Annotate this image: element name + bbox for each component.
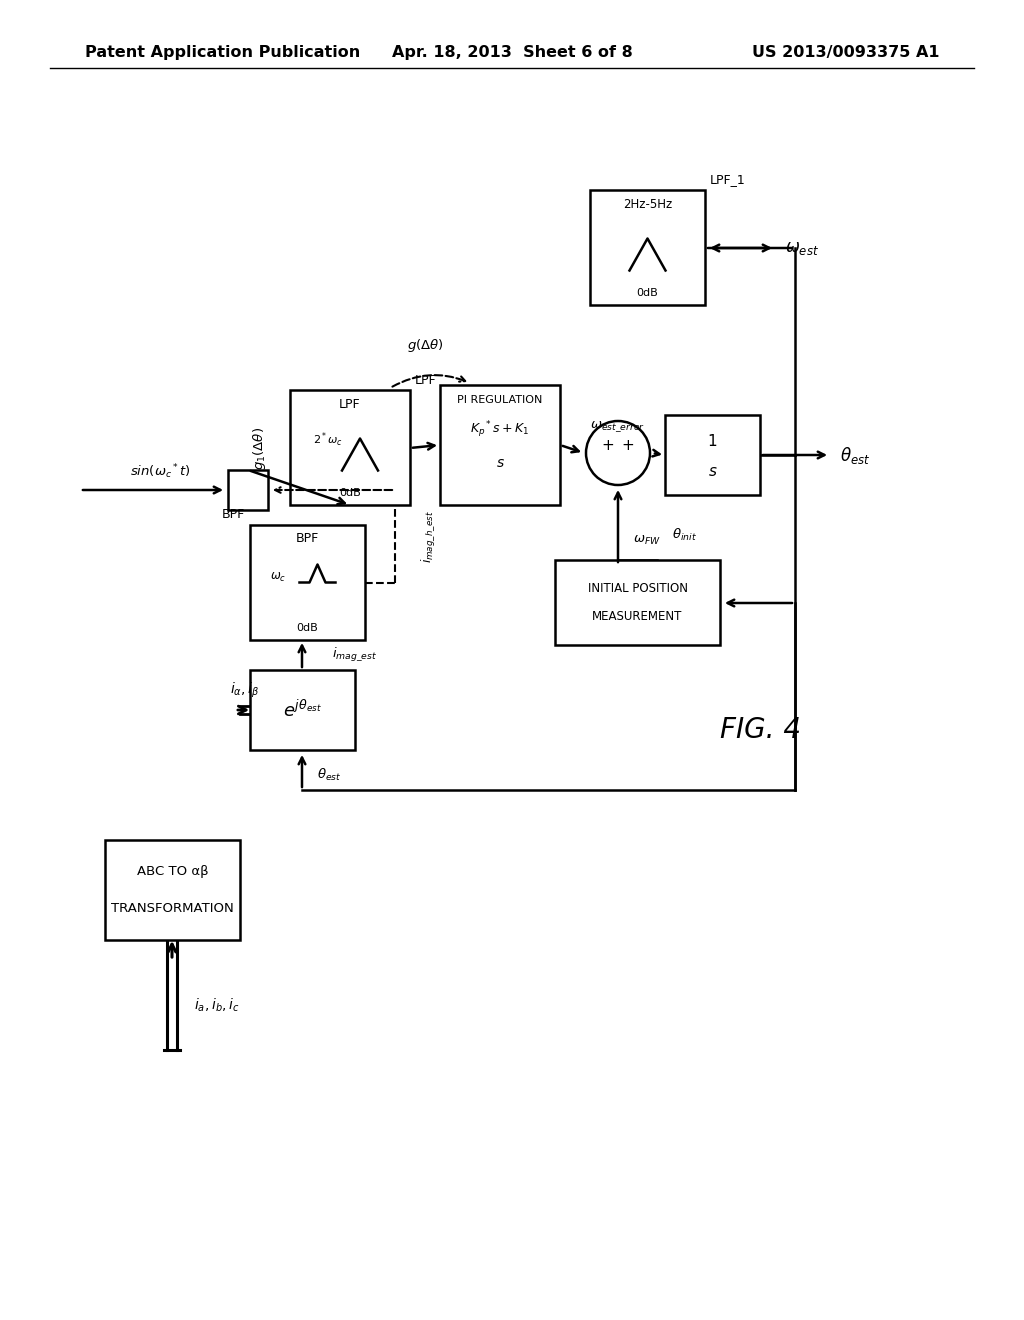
Text: LPF: LPF (415, 374, 436, 387)
Text: LPF: LPF (339, 397, 360, 411)
Text: $s$: $s$ (496, 455, 505, 470)
Text: $sin(\omega_c{}^* t)$: $sin(\omega_c{}^* t)$ (130, 462, 190, 482)
Text: Apr. 18, 2013  Sheet 6 of 8: Apr. 18, 2013 Sheet 6 of 8 (391, 45, 633, 59)
Text: $i_a, i_b, i_c$: $i_a, i_b, i_c$ (194, 997, 240, 1014)
Text: Patent Application Publication: Patent Application Publication (85, 45, 360, 59)
Text: $\omega_{FW}$: $\omega_{FW}$ (633, 533, 660, 546)
Text: 0dB: 0dB (339, 488, 360, 498)
Text: $\omega_{est\_error}$: $\omega_{est\_error}$ (590, 420, 645, 434)
Text: $g_1(\Delta\theta)$: $g_1(\Delta\theta)$ (252, 426, 268, 470)
Bar (590, 190, 705, 305)
Text: LPF_1: LPF_1 (710, 173, 745, 186)
Text: 0dB: 0dB (637, 288, 658, 298)
Text: $i_{mag\_est}$: $i_{mag\_est}$ (332, 645, 378, 664)
Text: $2^*\omega_c$: $2^*\omega_c$ (313, 430, 343, 449)
Text: PI REGULATION: PI REGULATION (458, 395, 543, 405)
Text: TRANSFORMATION: TRANSFORMATION (112, 902, 233, 915)
Text: $i_\alpha, i_\beta$: $i_\alpha, i_\beta$ (230, 680, 260, 700)
Text: FIG. 4: FIG. 4 (720, 715, 801, 744)
Text: BPF: BPF (222, 508, 245, 521)
Text: $\omega_{est}$: $\omega_{est}$ (785, 239, 819, 257)
Circle shape (586, 421, 650, 484)
Text: +: + (602, 437, 614, 453)
Text: 1: 1 (708, 433, 718, 449)
Bar (105, 840, 240, 940)
Text: $g(\Delta\theta)$: $g(\Delta\theta)$ (407, 337, 443, 354)
Text: US 2013/0093375 A1: US 2013/0093375 A1 (753, 45, 940, 59)
Text: $s$: $s$ (708, 463, 718, 479)
Bar (250, 525, 365, 640)
Text: MEASUREMENT: MEASUREMENT (592, 610, 683, 623)
Text: $K_p{}^*s+K_1$: $K_p{}^*s+K_1$ (470, 420, 529, 441)
Text: $\theta_{est}$: $\theta_{est}$ (840, 445, 870, 466)
Bar (290, 389, 410, 506)
Text: INITIAL POSITION: INITIAL POSITION (588, 582, 687, 595)
Bar (440, 385, 560, 506)
Text: $e^{j\theta_{est}}$: $e^{j\theta_{est}}$ (283, 700, 322, 721)
Bar (250, 671, 355, 750)
Text: ABC TO αβ: ABC TO αβ (136, 866, 208, 879)
Text: BPF: BPF (296, 532, 319, 545)
Text: $i_{mag\_h\_est}$: $i_{mag\_h\_est}$ (420, 511, 438, 564)
Text: $\omega_c$: $\omega_c$ (270, 572, 286, 583)
Text: $\theta_{est}$: $\theta_{est}$ (317, 767, 342, 783)
Text: 2Hz-5Hz: 2Hz-5Hz (623, 198, 672, 210)
Text: $\theta_{init}$: $\theta_{init}$ (672, 527, 697, 543)
Bar (228, 470, 268, 510)
Text: 0dB: 0dB (297, 623, 318, 634)
Bar (665, 414, 760, 495)
Text: +: + (622, 437, 635, 453)
Bar (555, 560, 720, 645)
